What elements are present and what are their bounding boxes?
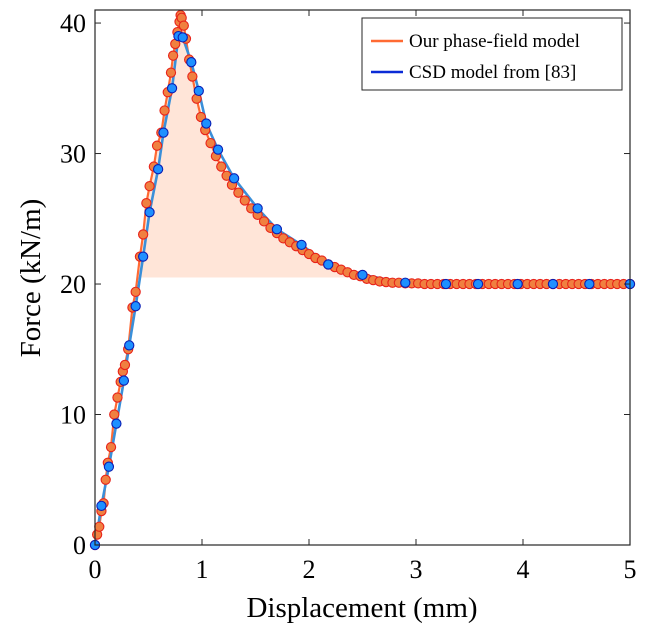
phase-field-point: [105, 441, 117, 453]
x-axis-label: Displacement (mm): [246, 592, 477, 624]
phase-field-point: [239, 195, 250, 206]
y-tick-label: 30: [60, 140, 86, 169]
x-tick-label: 3: [410, 555, 423, 584]
y-tick-label: 40: [60, 9, 86, 38]
csd-point: [512, 278, 523, 290]
axis-ticks-layer: 0 1 2 3 4 5 0 10 20 30 40: [60, 9, 637, 584]
y-tick-label: 20: [60, 270, 86, 299]
csd-point: [158, 127, 169, 138]
csd-point: [228, 173, 240, 184]
phase-field-point: [119, 359, 131, 371]
csd-point: [357, 269, 368, 281]
legend-label-csd: CSD model from [83]: [409, 62, 576, 83]
csd-point: [186, 57, 197, 68]
phase-field-point: [151, 140, 163, 151]
csd-point: [584, 278, 595, 290]
phase-field-point: [141, 197, 152, 209]
phase-field-point: [94, 521, 105, 532]
csd-point: [166, 83, 178, 94]
phase-field-point: [100, 474, 111, 485]
csd-point: [130, 301, 141, 312]
csd-point: [252, 203, 263, 214]
csd-point: [201, 118, 212, 129]
phase-field-point: [205, 137, 216, 149]
phase-field-point: [137, 229, 149, 240]
csd-point: [296, 239, 307, 251]
y-tick-label: 10: [60, 401, 86, 430]
csd-point: [212, 144, 224, 155]
csd-point: [152, 164, 164, 175]
csd-point: [177, 32, 188, 43]
phase-field-point: [144, 181, 155, 192]
x-tick-label: 5: [624, 555, 637, 584]
phase-field-point: [112, 392, 123, 403]
csd-point: [118, 375, 130, 386]
csd-point: [472, 278, 484, 290]
x-tick-label: 0: [89, 555, 102, 584]
csd-point: [124, 340, 135, 351]
phase-field-point: [187, 71, 198, 82]
csd-point: [103, 461, 115, 472]
y-tick-label: 0: [73, 531, 86, 560]
csd-point: [440, 278, 452, 290]
shaded-area-layer: [139, 15, 361, 278]
phase-field-point: [165, 67, 177, 78]
csd-point: [144, 207, 155, 218]
phase-field-point: [195, 111, 207, 123]
x-tick-label: 4: [517, 555, 530, 584]
csd-point: [96, 500, 107, 512]
x-tick-label: 1: [196, 555, 209, 584]
phase-field-point: [233, 187, 244, 198]
csd-point: [137, 251, 149, 262]
shaded-area-fill: [139, 15, 361, 278]
legend-label-phase-field: Our phase-field model: [409, 31, 580, 52]
phase-field-point: [130, 286, 141, 298]
phase-field-point: [109, 409, 120, 420]
csd-point: [193, 85, 204, 97]
csd-markers-layer: [89, 30, 636, 551]
legend-box: [361, 17, 623, 91]
plot-frame: [94, 9, 631, 546]
phase-field-point: [258, 216, 270, 227]
csd-point: [547, 278, 559, 290]
csd-point: [271, 224, 283, 235]
phase-field-point: [159, 105, 170, 116]
legend: Our phase-field model CSD model from [83…: [361, 17, 623, 91]
x-tick-label: 2: [303, 555, 316, 584]
phase-field-point: [178, 20, 189, 31]
phase-field-point: [216, 161, 227, 172]
csd-point: [111, 418, 122, 429]
phase-field-point: [167, 50, 179, 61]
csd-point: [323, 259, 334, 270]
csd-point: [400, 277, 411, 288]
y-axis-label: Force (kN/m): [15, 199, 47, 358]
